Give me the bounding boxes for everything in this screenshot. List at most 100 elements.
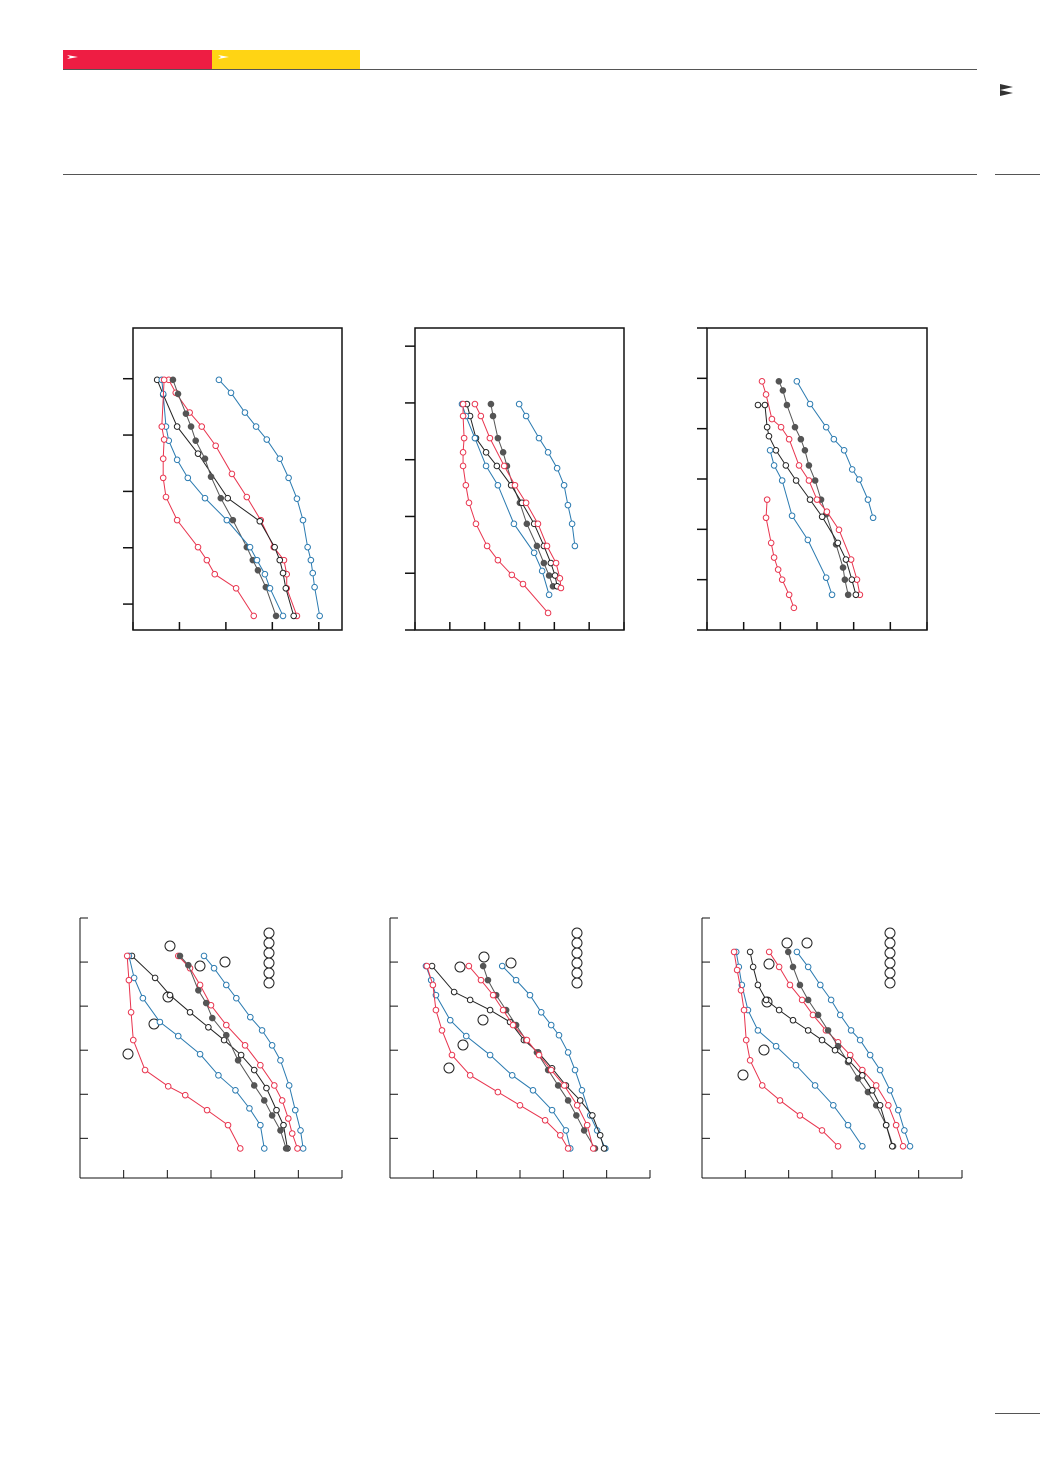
data-point [279, 569, 287, 577]
data-point [573, 1112, 580, 1119]
data-point [250, 612, 258, 620]
data-point [571, 542, 579, 550]
data-point [494, 481, 502, 489]
data-point [482, 462, 490, 470]
data-point [855, 476, 863, 483]
data-point [835, 526, 843, 534]
data-point [203, 556, 211, 564]
data-point [263, 1084, 270, 1092]
data-point [211, 570, 219, 578]
data-point [840, 447, 848, 454]
data-point [159, 474, 167, 482]
data-point [866, 1051, 874, 1059]
data-point [307, 556, 315, 564]
data-point [224, 1121, 232, 1129]
data-point [173, 516, 181, 524]
data-point [141, 1066, 149, 1074]
data-point [278, 1097, 286, 1104]
data-point [892, 1121, 900, 1129]
data-point [830, 1101, 837, 1109]
data-point [589, 1112, 596, 1119]
data-point [789, 963, 797, 971]
data-point [486, 434, 494, 442]
data-point [742, 1036, 750, 1044]
data-point [805, 477, 813, 484]
data-point [194, 543, 202, 551]
data-point [770, 554, 778, 561]
data-point [544, 449, 552, 456]
data-point [516, 1101, 524, 1109]
data-point [247, 1013, 254, 1021]
data-point [160, 436, 168, 443]
data-point [159, 455, 167, 463]
data-point [578, 1087, 586, 1094]
data-point [250, 1082, 258, 1089]
data-point [299, 1145, 307, 1152]
data-point [556, 575, 564, 582]
data-point [737, 986, 745, 994]
data-point [151, 974, 159, 982]
data-point [205, 1023, 212, 1031]
data-point [822, 423, 830, 431]
data-point [127, 1009, 135, 1016]
data-point [522, 499, 530, 507]
data-point [882, 1121, 890, 1129]
data-point [785, 435, 793, 443]
data-point [477, 976, 485, 984]
data-point [541, 1116, 549, 1124]
data-point [754, 1027, 762, 1034]
data-point [198, 423, 206, 430]
data-point [562, 1127, 570, 1134]
data-point [551, 572, 559, 579]
data-point [256, 517, 264, 525]
data-point [215, 1072, 222, 1079]
data-point [297, 1127, 304, 1134]
data-point [823, 508, 831, 516]
data-point [174, 390, 182, 398]
data-point [423, 962, 431, 970]
data-point [519, 580, 527, 588]
series-line [466, 403, 558, 587]
data-point [465, 499, 473, 507]
data-point [775, 963, 783, 971]
data-point [762, 391, 770, 398]
data-point [876, 1101, 884, 1109]
data-point [169, 376, 177, 384]
arrow-icon [67, 55, 78, 59]
data-point [523, 1036, 531, 1044]
data-point [818, 1036, 826, 1044]
data-point [526, 991, 534, 999]
data-point [316, 612, 324, 620]
data-point [859, 1142, 866, 1150]
data-point [257, 1121, 264, 1129]
data-point [479, 962, 487, 970]
data-point [793, 948, 801, 956]
data-point [775, 1006, 783, 1014]
data-point [261, 570, 269, 578]
data-point [194, 450, 202, 457]
data-point [277, 1057, 284, 1064]
data-point [282, 1145, 290, 1152]
data-point [202, 999, 210, 1007]
data-point [841, 576, 849, 583]
data-point [304, 543, 311, 551]
data-point [201, 494, 209, 502]
data-point [791, 423, 799, 431]
data-point [797, 435, 805, 443]
data-point [872, 1082, 880, 1089]
data-point [498, 962, 506, 970]
data-point [580, 1127, 588, 1134]
data-point [778, 477, 786, 484]
nav-icon [1000, 84, 1013, 96]
data-point [258, 1027, 266, 1034]
data-point [535, 1051, 543, 1059]
data-point [284, 1115, 292, 1122]
data-point [280, 1121, 287, 1129]
data-point [856, 1036, 864, 1044]
data-point [830, 435, 838, 443]
data-point [811, 477, 819, 484]
data-point [530, 549, 538, 557]
data-point [906, 1142, 914, 1150]
